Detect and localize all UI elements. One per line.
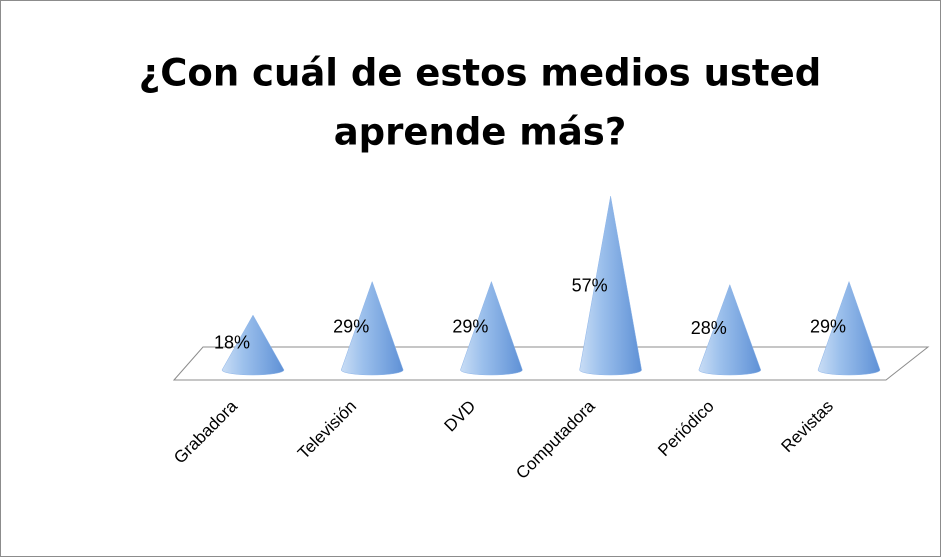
data-label: 29% xyxy=(452,316,488,336)
data-label: 18% xyxy=(214,332,250,352)
cone xyxy=(340,280,404,376)
data-label: 57% xyxy=(572,275,608,295)
data-label: 29% xyxy=(810,316,846,336)
data-label: 28% xyxy=(691,318,727,338)
data-label: 29% xyxy=(333,316,369,336)
cone xyxy=(579,196,642,376)
chart-title: aprende más? xyxy=(334,111,627,154)
cone xyxy=(817,280,881,376)
cone xyxy=(221,314,285,376)
floor xyxy=(172,346,930,381)
chart-title: ¿Con cuál de estos medios usted xyxy=(139,52,821,95)
cone xyxy=(698,283,762,376)
cone xyxy=(460,280,523,376)
